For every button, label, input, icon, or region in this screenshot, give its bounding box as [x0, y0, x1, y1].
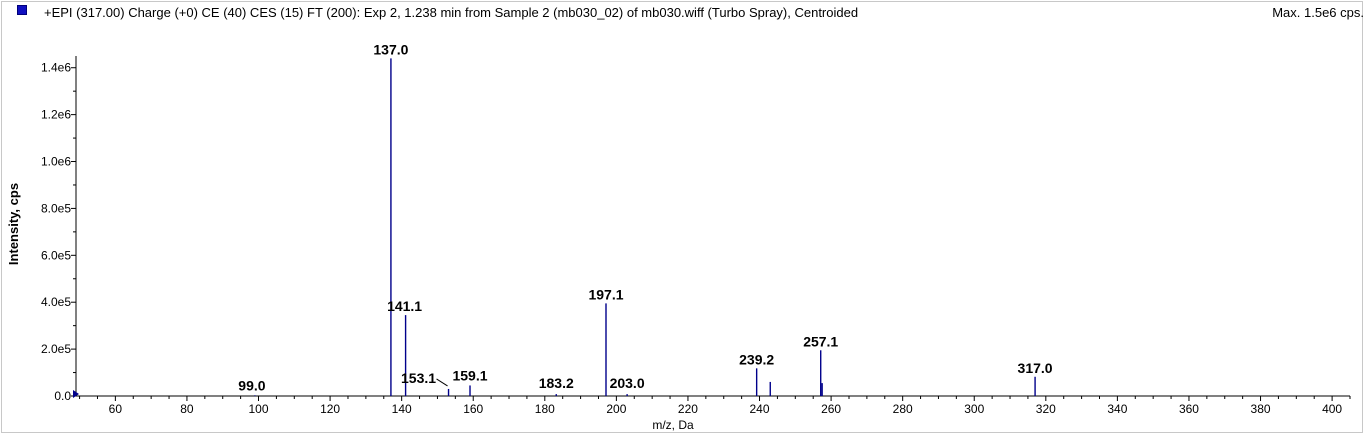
- x-tick-label: 200: [606, 402, 626, 416]
- y-tick-label: 6.0e5: [41, 248, 71, 262]
- peak-label: 153.1: [401, 370, 436, 386]
- y-axis-title: Intensity, cps: [6, 183, 21, 265]
- x-tick-label: 320: [1036, 402, 1056, 416]
- peak-label: 239.2: [739, 351, 774, 367]
- peak-label: 183.2: [539, 375, 574, 391]
- x-tick-label: 220: [678, 402, 698, 416]
- x-tick-label: 380: [1251, 402, 1271, 416]
- x-tick-label: 300: [964, 402, 984, 416]
- spectrum-title: +EPI (317.00) Charge (+0) CE (40) CES (1…: [44, 5, 859, 20]
- x-tick-label: 180: [535, 402, 555, 416]
- y-tick-label: 0.0: [54, 389, 71, 403]
- peak-label: 141.1: [387, 298, 422, 314]
- x-tick-label: 140: [392, 402, 412, 416]
- x-tick-label: 60: [109, 402, 123, 416]
- x-tick-label: 340: [1107, 402, 1127, 416]
- y-tick-label: 2.0e5: [41, 342, 71, 356]
- max-intensity-label: Max. 1.5e6 cps.: [1272, 5, 1364, 20]
- peak-label: 99.0: [238, 377, 265, 393]
- peak-label: 257.1: [803, 333, 838, 349]
- peak-labels: 99.0 137.0 141.1 153.1 159.1 183.2 197.1 203.0 2…: [238, 41, 1052, 393]
- x-tick-label: 240: [750, 402, 770, 416]
- peak-label: 159.1: [452, 367, 487, 383]
- y-tick-label: 8.0e5: [41, 201, 71, 215]
- x-tick-label: 80: [180, 402, 194, 416]
- y-tick-label: 1.2e6: [41, 108, 71, 122]
- peak-label: 317.0: [1018, 360, 1053, 376]
- x-tick-label: 120: [320, 402, 340, 416]
- y-tick-label: 4.0e5: [41, 295, 71, 309]
- axes: 60 80 100 120 140 160 180 200 220 240 260 280 300 320…: [41, 56, 1351, 416]
- x-tick-label: 160: [463, 402, 483, 416]
- x-tick-label: 360: [1179, 402, 1199, 416]
- series-swatch-icon: [17, 5, 27, 15]
- peak-label: 197.1: [588, 286, 623, 302]
- x-tick-label: 280: [893, 402, 913, 416]
- axis-origin-marker: [73, 390, 79, 398]
- y-tick-label: 1.4e6: [41, 61, 71, 75]
- x-tick-label: 260: [821, 402, 841, 416]
- peaks: [254, 58, 1036, 396]
- y-tick-label: 1.0e6: [41, 155, 71, 169]
- x-axis-title: m/z, Da: [652, 418, 694, 432]
- peak-label: 137.0: [373, 41, 408, 57]
- peak-label: 203.0: [610, 375, 645, 391]
- peak-label-leader: [436, 378, 448, 387]
- x-tick-label: 100: [248, 402, 268, 416]
- x-tick-label: 400: [1322, 402, 1342, 416]
